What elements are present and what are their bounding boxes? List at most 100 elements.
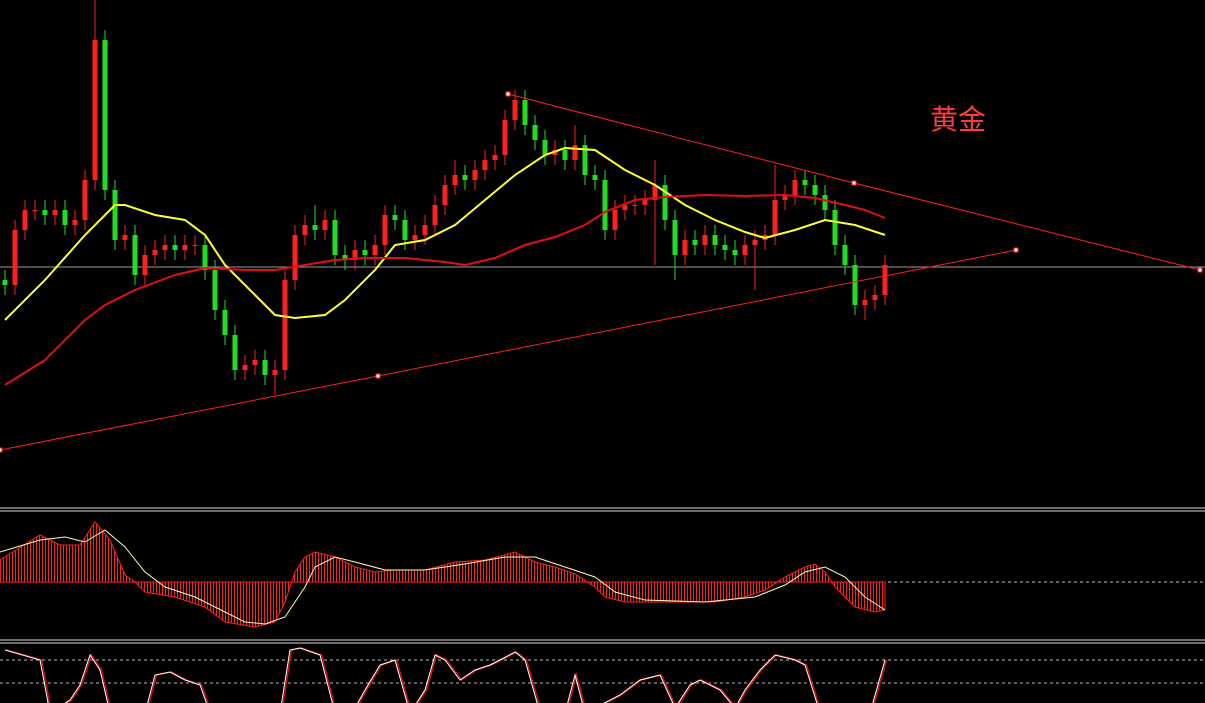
candle-body [602,180,608,230]
candle-body [502,120,508,155]
candle-body [772,200,778,235]
candle-body [562,150,568,160]
candle-body [182,245,188,250]
candle-body [32,210,38,211]
candle-body [842,245,848,265]
candle-body [82,180,88,220]
candle-body [272,370,278,375]
trend-handle [505,91,511,97]
candle-body [832,210,838,245]
candle-body [722,245,728,250]
candle-body [452,175,458,185]
trend-handle [375,373,381,379]
candle-body [442,185,448,205]
price-panel [0,0,1205,453]
candle-body [472,170,478,180]
candle-body [292,235,298,280]
candle-body [362,250,368,255]
candle-body [592,175,598,180]
candle-body [742,245,748,255]
candle-body [632,205,638,206]
candle-body [812,185,818,195]
candle-body [652,185,658,200]
candle-body [382,215,388,245]
candle-body [482,160,488,170]
candle-body [22,210,28,230]
candle-body [212,270,218,310]
candle-body [672,220,678,255]
macd-panel [0,521,1205,628]
candle-body [422,225,428,235]
trend-handle [1197,267,1203,273]
moving-average [4,193,886,386]
candle-body [252,360,258,365]
oscillator-line [4,647,886,703]
candle-body [2,280,8,285]
candle-body [622,205,628,210]
candle-body [692,240,698,245]
candle-body [392,215,398,220]
candle-body [542,140,548,155]
candle-body [342,255,348,260]
candle-body [582,145,588,175]
signal-line [0,529,886,625]
moving-average [4,146,886,321]
candle-body [282,280,288,370]
candle-body [712,235,718,245]
candle-body [412,235,418,240]
candle-body [432,205,438,225]
candle-body [132,235,138,275]
candle-body [52,210,58,215]
candle-body [322,220,328,230]
candle-body [152,250,158,255]
trend-handle [0,447,3,453]
candle-body [42,210,48,215]
candle-body [862,300,868,305]
candle-body [62,210,68,225]
candle-body [372,245,378,255]
candle-body [882,265,888,295]
candle-body [12,230,18,285]
trend-handle [851,180,857,186]
candle-body [462,175,468,180]
candle-body [352,250,358,260]
candle-body [142,255,148,275]
candle-body [402,220,408,240]
candle-body [492,155,498,160]
candle-body [522,100,528,125]
oscillator-line-shadow [6,647,888,703]
candle-body [202,245,208,270]
candle-body [532,125,538,140]
candle-body [572,145,578,160]
candle-body [792,180,798,195]
chart-title: 黄金 [930,103,986,136]
candle-body [262,360,268,375]
candle-body [102,40,108,190]
candle-body [852,265,858,305]
candle-body [682,240,688,255]
candle-body [332,220,338,255]
candle-body [612,210,618,230]
candle-body [312,225,318,230]
oscillator-panel [0,647,1205,703]
candle-body [122,235,128,240]
candle-body [802,180,808,185]
candle-body [232,335,238,370]
candle-body [662,185,668,220]
candle-body [92,40,98,180]
candle-body [72,220,78,225]
candle-body [702,235,708,245]
candle-body [112,190,118,240]
candle-body [242,365,248,370]
trend-handle [1013,247,1019,253]
candle-body [782,195,788,200]
candle-body [822,195,828,210]
candle-body [302,225,308,235]
candle-body [872,295,878,300]
candle-body [732,250,738,255]
candle-body [642,200,648,205]
candle-body [222,310,228,335]
candle-body [172,245,178,250]
candle-body [192,245,198,246]
